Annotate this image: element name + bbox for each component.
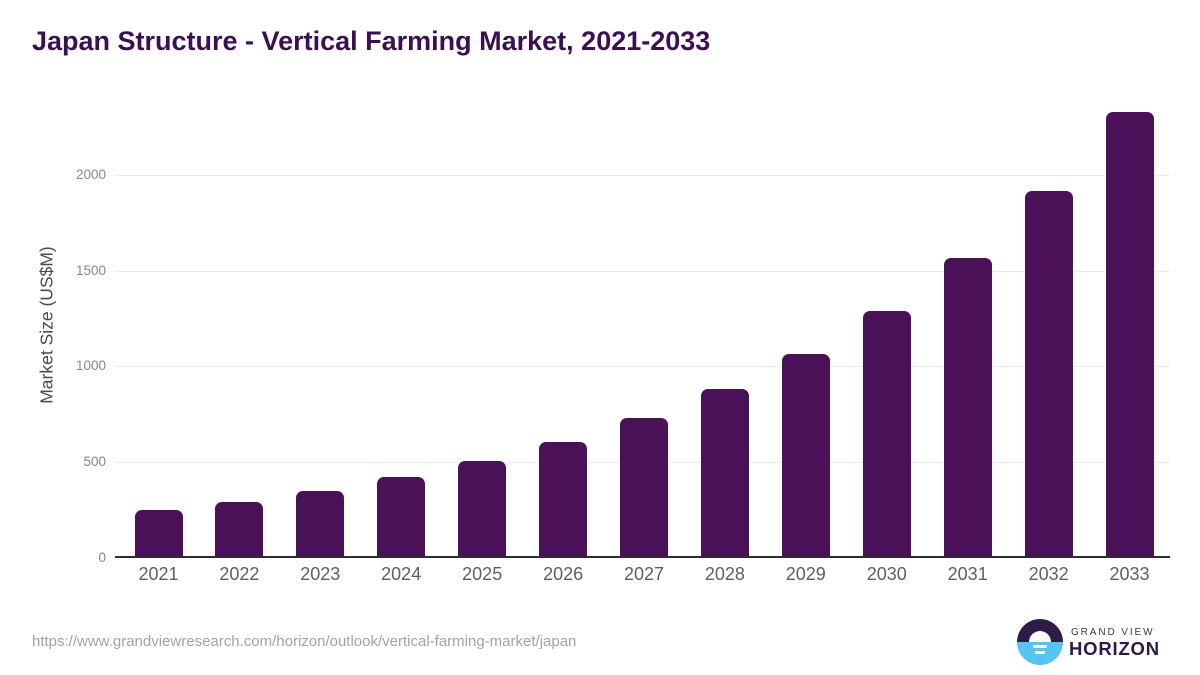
bar-2028[interactable] xyxy=(700,389,749,558)
x-tick-label: 2028 xyxy=(704,564,745,584)
x-tick-label: 2032 xyxy=(1028,564,1069,584)
x-tick-label: 2023 xyxy=(300,564,341,584)
brand-logo[interactable]: GRAND VIEW HORIZON xyxy=(1017,619,1168,666)
x-tick-label: 2029 xyxy=(785,564,826,584)
x-tick-label: 2027 xyxy=(623,564,665,584)
y-tick-label: 0 xyxy=(98,550,106,565)
reflection-dash xyxy=(1033,645,1047,648)
bar-2033[interactable] xyxy=(1105,111,1154,558)
brand-name-bottom: HORIZON xyxy=(1069,638,1160,659)
x-tick-label: 2025 xyxy=(462,564,503,584)
bar-2024[interactable] xyxy=(377,477,426,558)
y-tick-label: 1500 xyxy=(75,262,106,278)
bar-2025[interactable] xyxy=(458,461,507,558)
brand-name-top: GRAND VIEW xyxy=(1071,627,1155,638)
x-axis-line xyxy=(115,556,1170,558)
x-tick-label: 2030 xyxy=(866,564,907,584)
bar-2029[interactable] xyxy=(781,353,830,558)
y-tick-label: 500 xyxy=(83,454,106,470)
gridline xyxy=(115,366,1170,368)
chart-title: Japan Structure - Vertical Farming Marke… xyxy=(32,26,711,56)
bar-2026[interactable] xyxy=(539,442,588,558)
gridline xyxy=(115,270,1170,272)
x-tick-label: 2024 xyxy=(381,564,422,584)
bar-2022[interactable] xyxy=(215,501,264,558)
reflection-dash xyxy=(1035,650,1045,654)
x-tick-label: 2026 xyxy=(543,564,584,584)
bar-2021[interactable] xyxy=(134,510,183,558)
y-tick-label: 2000 xyxy=(75,166,106,182)
x-tick-label: 2021 xyxy=(138,564,179,584)
y-tick-label: 1000 xyxy=(75,358,106,374)
bar-2030[interactable] xyxy=(862,310,911,558)
bar-2023[interactable] xyxy=(296,490,345,558)
x-tick-label: 2031 xyxy=(947,564,988,584)
x-tick-label: 2022 xyxy=(219,564,260,584)
sun-dome-shape xyxy=(1029,631,1051,642)
source-url: https://www.grandviewresearch.com/horizo… xyxy=(32,633,577,650)
bar-2027[interactable] xyxy=(620,418,668,558)
x-tick-label: 2033 xyxy=(1109,564,1150,584)
gridline xyxy=(115,174,1170,176)
bar-2031[interactable] xyxy=(943,258,992,558)
bar-2032[interactable] xyxy=(1024,191,1073,558)
horizon-sunrise-icon xyxy=(1017,619,1063,665)
